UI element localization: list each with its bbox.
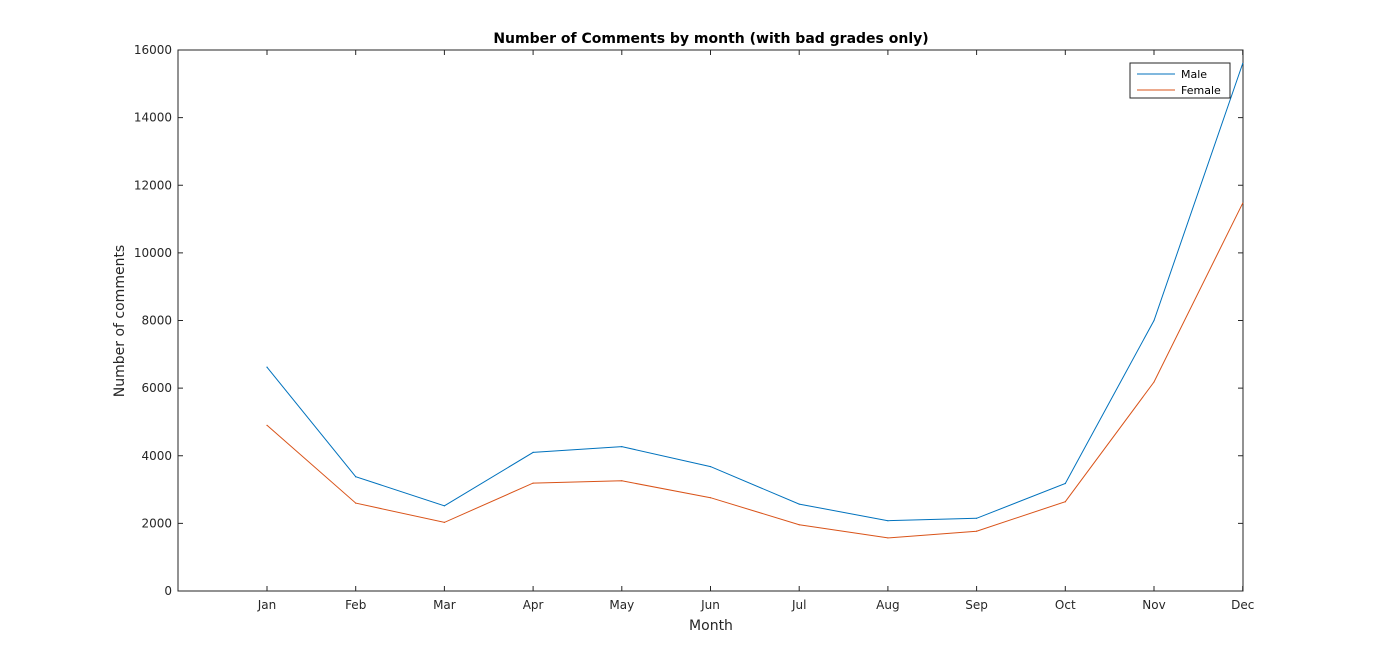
y-tick-label: 12000: [134, 178, 172, 192]
x-tick-label: Feb: [345, 598, 366, 612]
legend-label: Male: [1181, 68, 1207, 81]
y-tick-label: 2000: [141, 516, 172, 530]
y-tick-label: 8000: [141, 314, 172, 328]
series-line-female: [266, 202, 1244, 539]
data-point-male: [1064, 482, 1066, 485]
data-point-female: [887, 537, 889, 539]
data-point-female: [443, 521, 445, 523]
x-tick-label: Jun: [700, 598, 720, 612]
x-tick-label: Oct: [1055, 598, 1076, 612]
data-point-female: [798, 524, 800, 526]
x-axis-label: Month: [689, 618, 733, 634]
data-point-male: [709, 465, 712, 468]
x-tick-label: May: [609, 598, 634, 612]
series-lines: [266, 62, 1244, 539]
data-point-male: [621, 446, 623, 448]
data-point-male: [266, 366, 268, 368]
y-tick-label: 6000: [141, 381, 172, 395]
y-tick-label: 0: [164, 584, 172, 598]
data-point-male: [443, 505, 445, 507]
data-point-female: [266, 424, 268, 426]
y-tick-label: 14000: [134, 111, 172, 125]
data-point-male: [1242, 62, 1244, 65]
legend-box: [1129, 62, 1231, 99]
x-tick-label: Dec: [1231, 598, 1254, 612]
data-point-female: [1153, 381, 1155, 383]
data-point-male: [1153, 319, 1155, 322]
data-point-female: [709, 497, 712, 499]
x-tick-label: Apr: [523, 598, 544, 612]
chart-title: Number of Comments by month (with bad gr…: [493, 31, 928, 47]
data-point-female: [532, 482, 534, 484]
ticks: 0 2000 4000 6000 8000 10000 12000 14000 16000 Jan…: [134, 43, 1255, 612]
x-tick-label: Mar: [433, 598, 456, 612]
y-tick-label: 16000: [134, 43, 172, 57]
series-line-male: [266, 63, 1244, 522]
y-axis-label: Number of comments: [112, 245, 128, 397]
y-tick-label: 4000: [141, 449, 172, 463]
x-tick-label: Sep: [965, 598, 988, 612]
data-point-female: [1242, 202, 1244, 204]
x-tick-label: Jul: [791, 598, 806, 612]
y-tick-label: 10000: [134, 246, 172, 260]
legend-label: Female: [1181, 84, 1221, 97]
data-point-male: [355, 476, 357, 478]
x-tick-label: Jan: [257, 598, 277, 612]
data-point-male: [532, 451, 534, 453]
data-point-female: [976, 530, 978, 532]
plot-area: [177, 49, 1244, 592]
legend: Male Female: [1129, 62, 1231, 99]
data-point-male: [798, 503, 800, 505]
data-point-male: [976, 517, 978, 519]
data-point-male: [887, 520, 889, 522]
data-point-female: [355, 502, 357, 504]
x-tick-label: Nov: [1142, 598, 1165, 612]
data-point-female: [1064, 501, 1066, 503]
x-tick-label: Aug: [876, 598, 899, 612]
data-point-female: [621, 480, 623, 482]
